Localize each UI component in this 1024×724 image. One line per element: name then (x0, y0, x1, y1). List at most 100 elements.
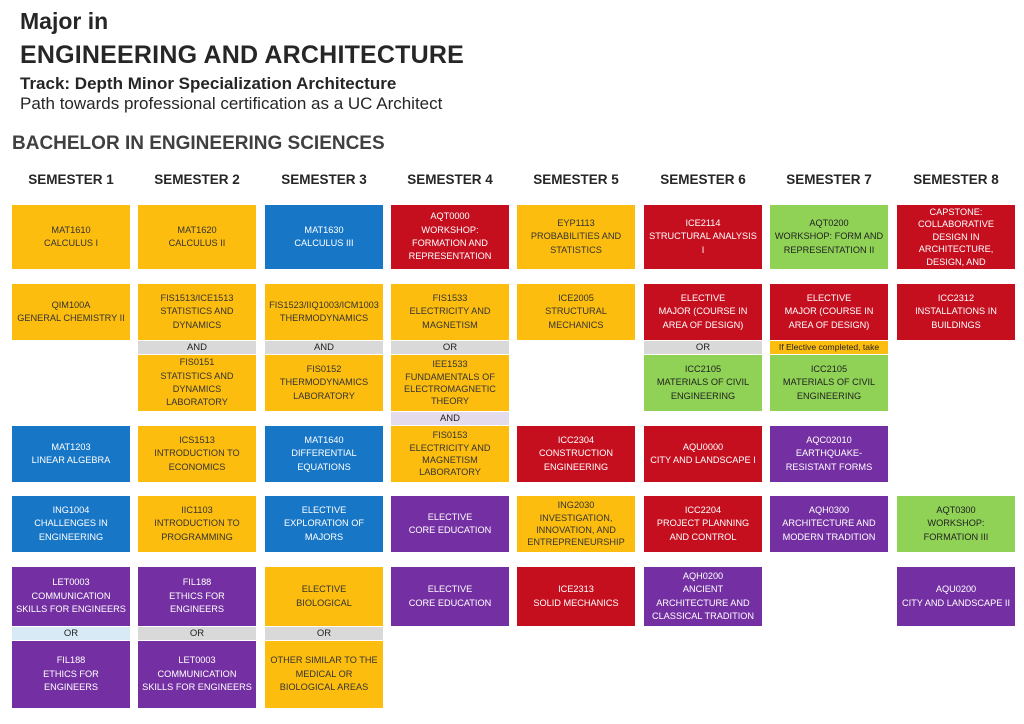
course-code: FIL188 (182, 577, 212, 588)
course-card[interactable]: IEE1533 FUNDAMENTALS OF ELECTROMAGNETIC T… (391, 355, 509, 411)
course-code: FIS0152 (306, 363, 342, 374)
course-code: ICE2114 (685, 217, 721, 228)
course-name: THERMODYNAMICS (279, 313, 369, 323)
connector-or: OR (138, 627, 256, 640)
course-name: STRUCTURAL MECHANICS (545, 306, 607, 330)
course-code: ICC2204 (684, 504, 722, 515)
course-card[interactable]: ICC2304 CONSTRUCTION ENGINEERING (517, 426, 635, 482)
course-code: FIS1533 (432, 292, 468, 303)
course-name: ETHICS FOR ENGINEERS (43, 668, 99, 693)
course-name: BIOLOGICAL (296, 597, 352, 608)
course-code: MAT1620 (177, 224, 217, 235)
course-name: MAJOR (COURSE IN AREA OF DESIGN) (784, 306, 874, 330)
course-card[interactable]: ICC2105 MATERIALS OF CIVIL ENGINEERING (770, 355, 888, 411)
course-card[interactable]: AQU0200 CITY AND LANDSCAPE II (897, 567, 1015, 626)
course-card[interactable]: ICS1513 INTRODUCTION TO ECONOMICS (138, 426, 256, 482)
course-name: ANCIENT ARCHITECTURE AND CLASSICAL TRADI… (651, 584, 755, 621)
course-card[interactable]: ELECTIVE EXPLORATION OF MAJORS (265, 496, 383, 552)
course-code: ICE2313 (558, 584, 594, 595)
connector-or: OR (12, 627, 130, 640)
course-card[interactable]: ICE2005 STRUCTURAL MECHANICS (517, 284, 635, 340)
course-name: MATERIALS OF CIVIL ENGINEERING (782, 377, 876, 401)
course-card[interactable]: MAT1640 DIFFERENTIAL EQUATIONS (265, 426, 383, 482)
course-card[interactable]: ELECTIVE MAJOR (COURSE IN AREA OF DESIGN) (644, 284, 762, 340)
course-name: DIFFERENTIAL EQUATIONS (291, 448, 357, 472)
course-name: CALCULUS II (168, 238, 226, 248)
course-card[interactable]: AQU0000 CITY AND LANDSCAPE I (644, 426, 762, 482)
course-name: CALCULUS I (43, 238, 99, 248)
connector-and: AND (391, 412, 509, 425)
section-title: BACHELOR IN ENGINEERING SCIENCES (12, 133, 385, 154)
course-card[interactable]: EYP1113 PROBABILITIES AND STATISTICS (517, 205, 635, 269)
course-code: ICC2105 (684, 363, 722, 374)
semester-1-header: SEMESTER 1 (28, 172, 114, 187)
course-card[interactable]: FIS1533 ELECTRICITY AND MAGNETISM (391, 284, 509, 340)
course-code: ELECTIVE (680, 292, 726, 303)
course-name: LINEAR ALGEBRA (31, 455, 111, 465)
course-card[interactable]: FIS0151 STATISTICS AND DYNAMICS LABORATOR… (138, 355, 256, 411)
course-card[interactable]: QIM100A GENERAL CHEMISTRY II (12, 284, 130, 340)
course-card[interactable]: MAT1620 CALCULUS II (138, 205, 256, 269)
course-code: ICC2105 (810, 363, 848, 374)
course-card[interactable]: MAT1630 CALCULUS III (265, 205, 383, 269)
semester-6-header: SEMESTER 6 (660, 172, 746, 187)
course-card[interactable]: ICE2114 STRUCTURAL ANALYSIS I (644, 205, 762, 269)
course-card[interactable]: FIS0152 THERMODYNAMICS LABORATORY (265, 355, 383, 411)
course-card[interactable]: ICC2204 PROJECT PLANNING AND CONTROL (644, 496, 762, 552)
course-card[interactable]: ELECTIVE MAJOR (COURSE IN AREA OF DESIGN) (770, 284, 888, 340)
course-code: AQT0300 (936, 504, 976, 515)
course-card[interactable]: AQT0000 WORKSHOP: FORMATION AND REPRESENT… (391, 205, 509, 269)
course-code: LET0003 (52, 577, 90, 588)
course-card[interactable]: FIS1513/ICE1513 STATISTICS AND DYNAMICS (138, 284, 256, 340)
course-name: CITY AND LANDSCAPE II (901, 597, 1011, 608)
course-code: FIS0151 (179, 357, 215, 368)
connector-and: AND (138, 341, 256, 354)
course-code: QIM100A (51, 299, 91, 310)
course-code: AQC02010 (806, 434, 852, 445)
course-code: FIS0153 (432, 430, 468, 441)
course-name: INTRODUCTION TO ECONOMICS (154, 448, 240, 472)
course-name: FUNDAMENTALS OF ELECTROMAGNETIC THEORY (404, 371, 496, 407)
track-label: Track: Depth Minor Specialization Archit… (20, 74, 397, 93)
course-name: EARTHQUAKE-RESISTANT FORMS (785, 448, 873, 472)
course-card[interactable]: ICE2313 SOLID MECHANICS (517, 567, 635, 626)
connector-or: OR (265, 627, 383, 640)
course-card[interactable]: AQH0200 ANCIENT ARCHITECTURE AND CLASSICA… (644, 567, 762, 626)
semester-5-header: SEMESTER 5 (533, 172, 619, 187)
course-card[interactable]: ICC2312 INSTALLATIONS IN BUILDINGS (897, 284, 1015, 340)
course-card[interactable]: FIL188 ETHICS FOR ENGINEERS (12, 641, 130, 708)
course-name: WORKSHOP: FORMATION III (923, 518, 989, 542)
course-name: CAPSTONE: COLLABORATIVE DESIGN IN ARCHIT… (918, 206, 994, 280)
course-card[interactable]: ING2030 INVESTIGATION, INNOVATION, AND EN… (517, 496, 635, 552)
course-name: CORE EDUCATION (408, 525, 492, 535)
course-card[interactable]: FIL188 ETHICS FOR ENGINEERS (138, 567, 256, 626)
course-name: THERMODYNAMICS LABORATORY (279, 377, 369, 401)
course-card[interactable]: FIS0153 ELECTRICITY AND MAGNETISM LABORAT… (391, 426, 509, 482)
connector-or: OR (391, 341, 509, 354)
course-card[interactable]: AQH0300 ARCHITECTURE AND MODERN TRADITION (770, 496, 888, 552)
course-card[interactable]: OTHER SIMILAR TO THE MEDICAL OR BIOLOGIC… (265, 641, 383, 708)
course-code: AQU0000 (682, 441, 724, 452)
course-code: MAT1610 (51, 224, 91, 235)
course-code: MAT1630 (304, 224, 344, 235)
course-card[interactable]: ING2983 CAPSTONE: COLLABORATIVE DESIGN IN… (897, 195, 1015, 279)
course-card[interactable]: ELECTIVE CORE EDUCATION (391, 567, 509, 626)
course-card[interactable]: ELECTIVE BIOLOGICAL (265, 567, 383, 626)
course-card[interactable]: AQT0300 WORKSHOP: FORMATION III (897, 496, 1015, 552)
course-card[interactable]: LET0003 COMMUNICATION SKILLS FOR ENGINEER… (138, 641, 256, 708)
course-card[interactable]: FIS1523/IIQ1003/ICM1003 THERMODYNAMICS (265, 284, 383, 340)
course-card[interactable]: ICC2105 MATERIALS OF CIVIL ENGINEERING (644, 355, 762, 411)
course-code: FIS1513/ICE1513 (160, 292, 234, 303)
course-code: ELECTIVE (427, 584, 473, 595)
course-card[interactable]: LET0003 COMMUNICATION SKILLS FOR ENGINEER… (12, 567, 130, 626)
course-card[interactable]: AQT0200 WORKSHOP: FORM AND REPRESENTATION… (770, 205, 888, 269)
course-name: STRUCTURAL ANALYSIS I (649, 231, 757, 255)
course-code: LET0003 (178, 655, 216, 666)
course-card[interactable]: AQC02010 EARTHQUAKE-RESISTANT FORMS (770, 426, 888, 482)
semester-2-header: SEMESTER 2 (154, 172, 240, 187)
course-card[interactable]: ING1004 CHALLENGES IN ENGINEERING (12, 496, 130, 552)
course-card[interactable]: IIC1103 INTRODUCTION TO PROGRAMMING (138, 496, 256, 552)
course-card[interactable]: ELECTIVE CORE EDUCATION (391, 496, 509, 552)
course-card[interactable]: MAT1610 CALCULUS I (12, 205, 130, 269)
course-card[interactable]: MAT1203 LINEAR ALGEBRA (12, 426, 130, 482)
